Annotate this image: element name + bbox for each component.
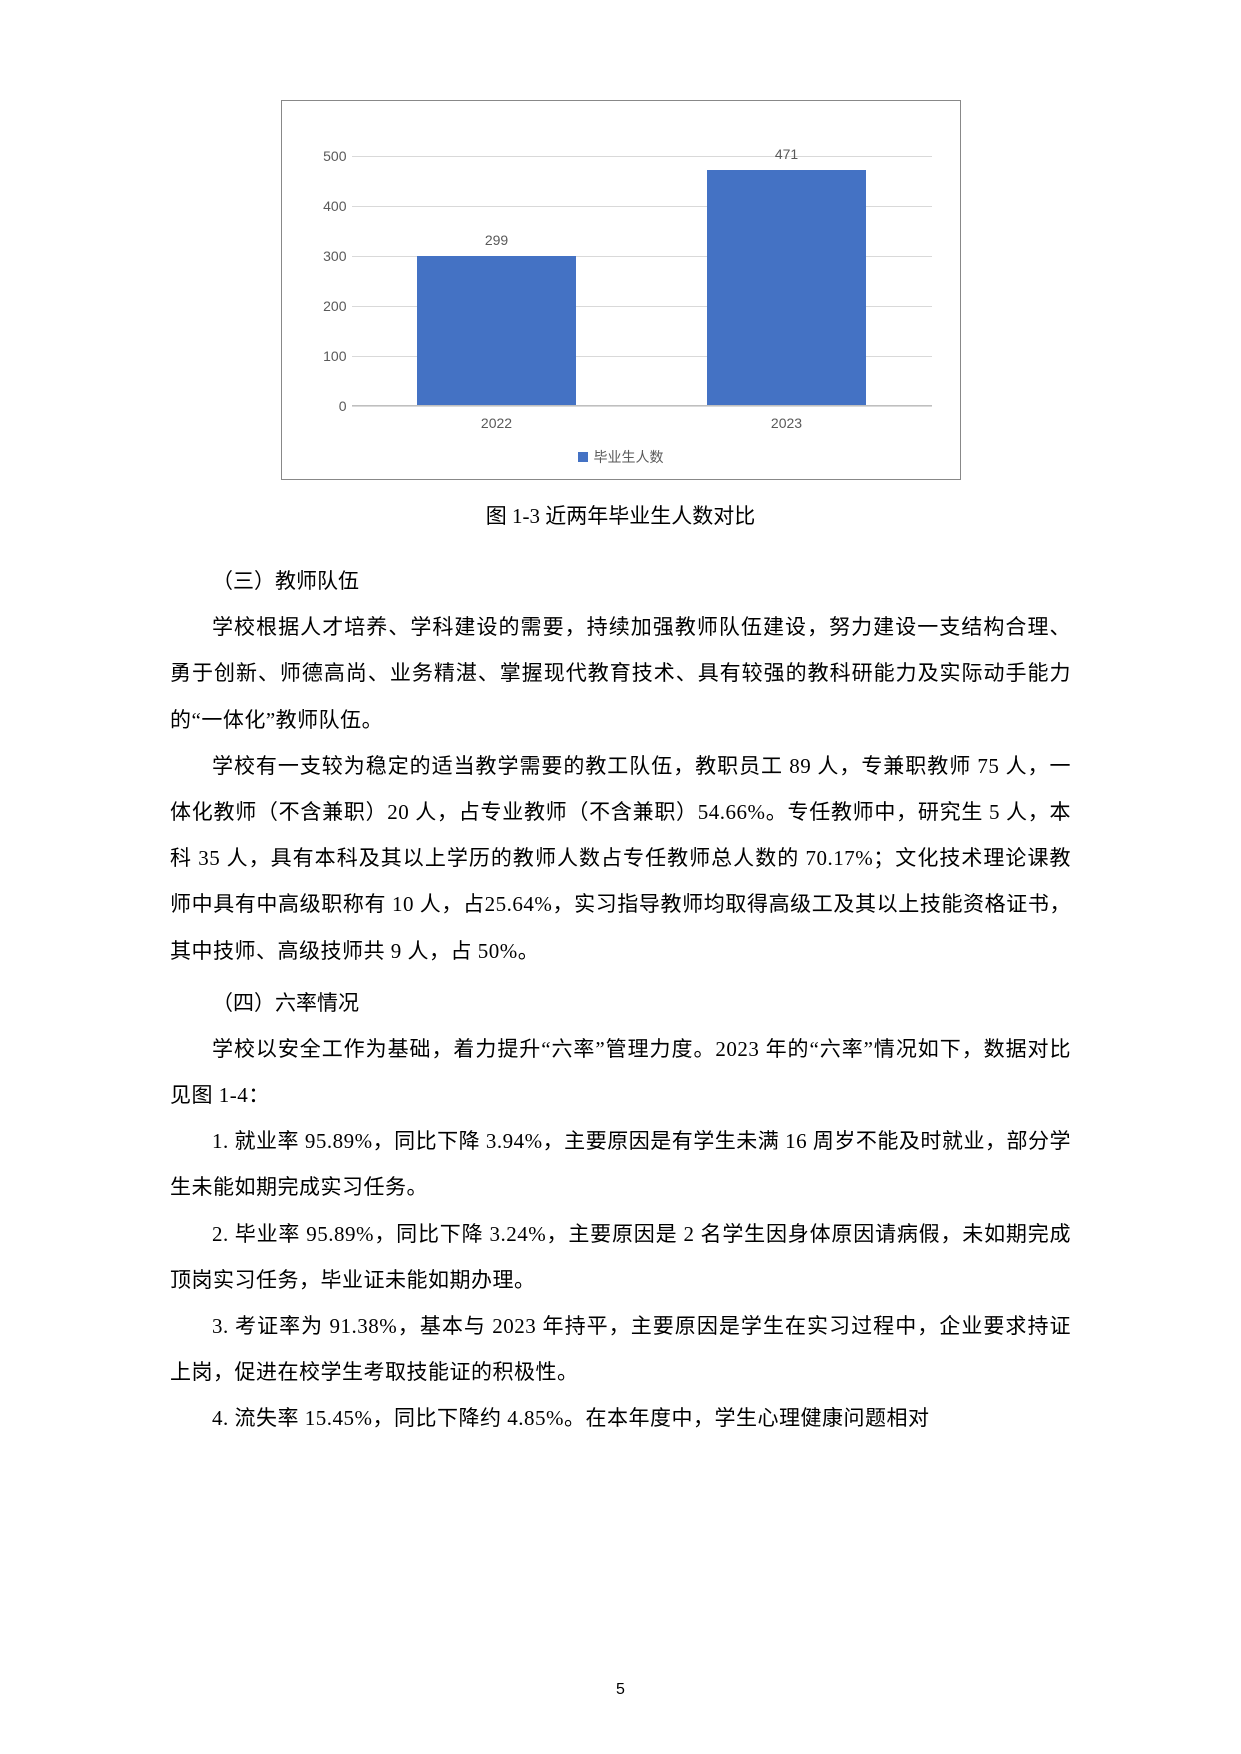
chart-bar-value: 471 xyxy=(707,146,867,162)
page-number: 5 xyxy=(616,1681,625,1699)
chart-gridline xyxy=(352,406,932,407)
para-4e: 4. 流失率 15.45%，同比下降约 4.85%。在本年度中，学生心理健康问题… xyxy=(170,1395,1071,1441)
para-3a: 学校根据人才培养、学科建设的需要，持续加强教师队伍建设，努力建设一支结构合理、勇… xyxy=(170,604,1071,743)
para-4b: 1. 就业率 95.89%，同比下降 3.94%，主要原因是有学生未满 16 周… xyxy=(170,1118,1071,1210)
chart-ytick: 0 xyxy=(312,398,347,414)
chart-bar-value: 299 xyxy=(417,232,577,248)
chart-ytick: 500 xyxy=(312,148,347,164)
figure-caption: 图 1-3 近两年毕业生人数对比 xyxy=(170,500,1071,530)
para-4a: 学校以安全工作为基础，着力提升“六率”管理力度。2023 年的“六率”情况如下，… xyxy=(170,1026,1071,1118)
legend-swatch xyxy=(578,452,588,462)
chart-plot-area: 010020030040050029920224712023 xyxy=(352,131,932,406)
para-4d: 3. 考证率为 91.38%，基本与 2023 年持平，主要原因是学生在实习过程… xyxy=(170,1303,1071,1395)
chart-xtick: 2022 xyxy=(481,415,512,431)
chart-ytick: 300 xyxy=(312,248,347,264)
para-4c: 2. 毕业率 95.89%，同比下降 3.24%，主要原因是 2 名学生因身体原… xyxy=(170,1211,1071,1303)
section-heading-3: （三）教师队伍 xyxy=(170,558,1071,604)
chart-xtick: 2023 xyxy=(771,415,802,431)
chart-bar: 299 xyxy=(417,256,577,406)
chart-bar: 471 xyxy=(707,170,867,406)
para-3b: 学校有一支较为稳定的适当教学需要的教工队伍，教职员工 89 人，专兼职教师 75… xyxy=(170,743,1071,974)
chart-ytick: 200 xyxy=(312,298,347,314)
bar-chart: 010020030040050029920224712023 毕业生人数 xyxy=(281,100,961,480)
chart-ytick: 400 xyxy=(312,198,347,214)
chart-legend: 毕业生人数 xyxy=(578,447,664,467)
section-heading-4: （四）六率情况 xyxy=(170,980,1071,1026)
chart-ytick: 100 xyxy=(312,348,347,364)
legend-label: 毕业生人数 xyxy=(594,447,664,467)
